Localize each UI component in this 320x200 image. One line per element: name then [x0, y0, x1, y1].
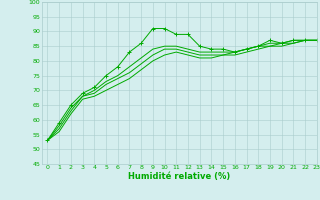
X-axis label: Humidité relative (%): Humidité relative (%) [128, 172, 230, 181]
